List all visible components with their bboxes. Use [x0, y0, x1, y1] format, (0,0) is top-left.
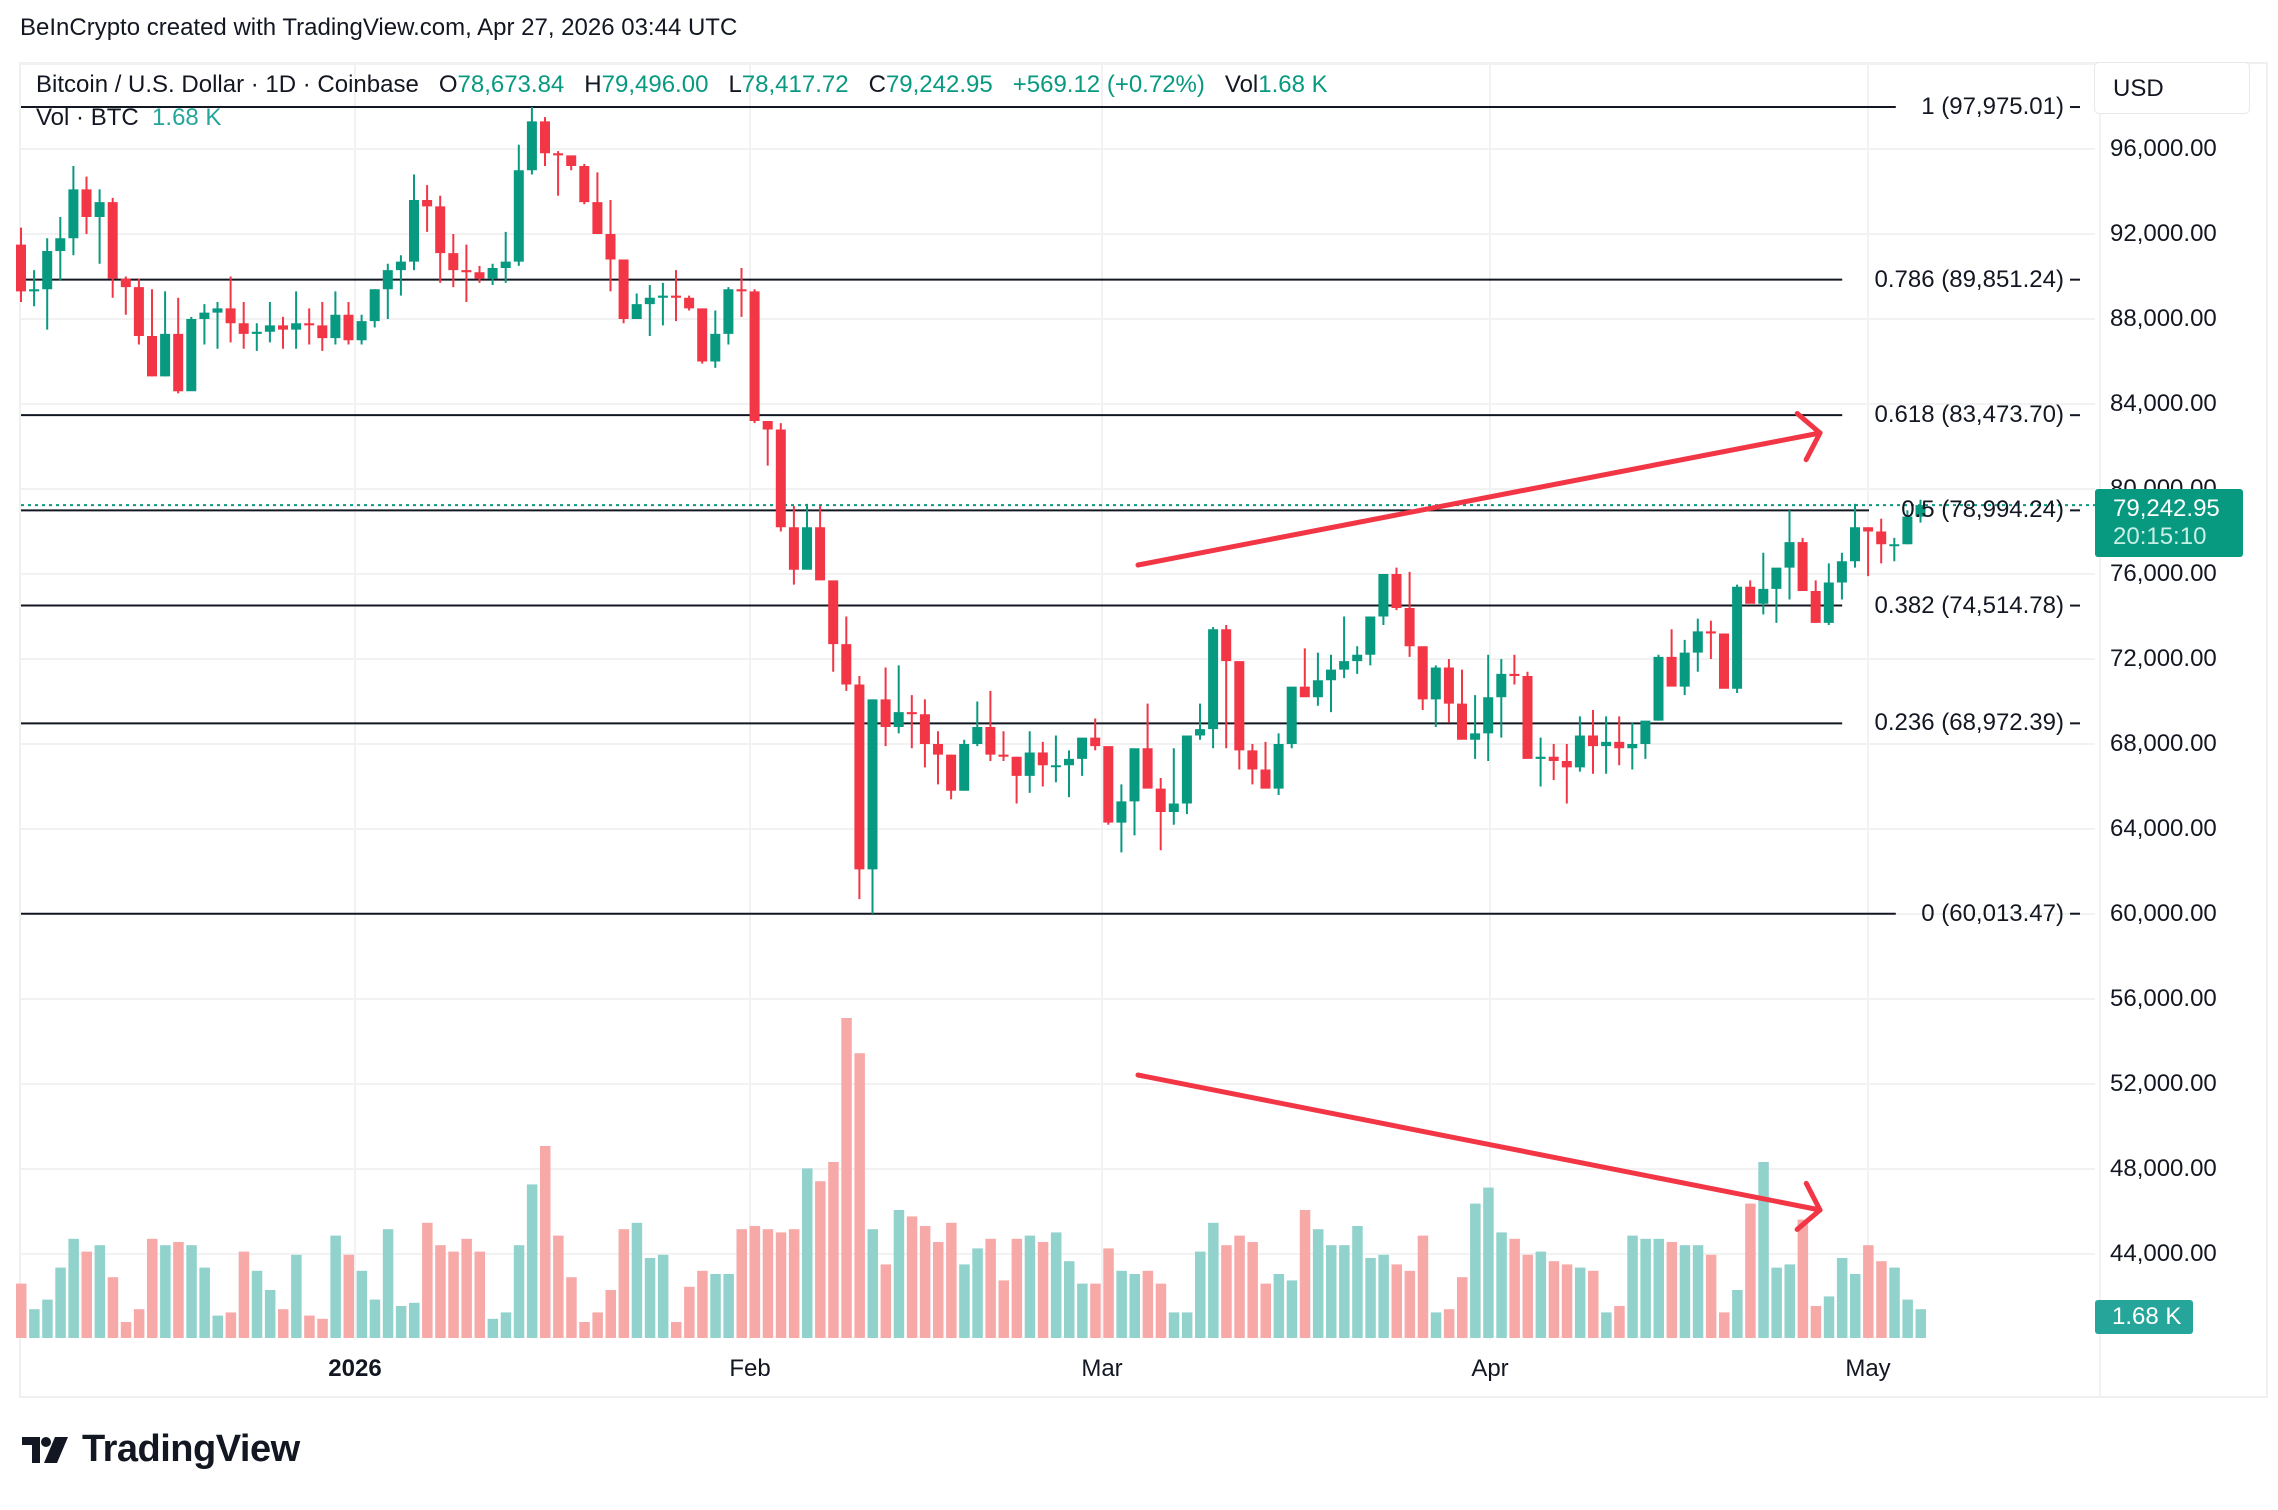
attribution-text: BeInCrypto created with TradingView.com,…: [20, 14, 738, 41]
currency-button[interactable]: USD: [2094, 62, 2250, 114]
last-price-badge: 79,242.95 20:15:10: [2095, 489, 2243, 557]
grid-lines: [21, 63, 2101, 1396]
last-price-value: 79,242.95: [2113, 495, 2220, 522]
price-tick: 92,000.00: [2110, 220, 2217, 247]
time-tick: May: [1845, 1355, 1891, 1382]
fib-level-label: 0 (60,013.47): [1921, 899, 2064, 927]
time-tick: Apr: [1471, 1355, 1509, 1382]
close-value: 79,242.95: [885, 71, 993, 98]
tradingview-logo[interactable]: TradingView: [22, 1428, 300, 1471]
symbol-legend: Bitcoin / U.S. Dollar · 1D · Coinbase O7…: [36, 71, 1328, 98]
open-value: 78,673.84: [457, 71, 565, 98]
change-value: +569.12 (+0.72%): [1012, 71, 1205, 98]
fib-level-label: 0.618 (83,473.70): [1874, 401, 2064, 429]
price-tick: 56,000.00: [2110, 985, 2217, 1012]
low-value: 78,417.72: [741, 71, 849, 98]
volume-legend: Vol · BTC 1.68 K: [36, 104, 221, 132]
fib-level-label: 0.382 (74,514.78): [1874, 591, 2064, 619]
fib-level-label: 0.5 (78,994.24): [1901, 496, 2064, 524]
volume-legend-label: Vol · BTC: [36, 104, 139, 131]
volume-value: 1.68 K: [1258, 71, 1328, 98]
price-tick: 60,000.00: [2110, 900, 2217, 927]
bar-countdown: 20:15:10: [2113, 523, 2207, 550]
price-tick: 44,000.00: [2110, 1240, 2217, 1267]
fib-level-label: 0.236 (68,972.39): [1874, 709, 2064, 737]
fib-level-label: 0.786 (89,851.24): [1874, 265, 2064, 293]
tradingview-logo-icon: [22, 1436, 68, 1463]
price-tick: 84,000.00: [2110, 390, 2217, 417]
price-tick: 52,000.00: [2110, 1070, 2217, 1097]
volume-legend-value: 1.68 K: [152, 104, 222, 131]
volume-badge: 1.68 K: [2095, 1300, 2193, 1334]
price-tick: 88,000.00: [2110, 305, 2217, 332]
price-tick: 72,000.00: [2110, 645, 2217, 672]
price-tick: 68,000.00: [2110, 730, 2217, 757]
fibonacci-retracement: [21, 106, 2095, 915]
time-tick: 2026: [328, 1355, 382, 1382]
time-tick: Feb: [729, 1355, 771, 1382]
price-tick: 48,000.00: [2110, 1155, 2217, 1182]
price-tick: 96,000.00: [2110, 135, 2217, 162]
brand-name: TradingView: [82, 1428, 300, 1470]
price-tick: 64,000.00: [2110, 815, 2217, 842]
symbol-name: Bitcoin / U.S. Dollar · 1D · Coinbase: [36, 71, 419, 98]
volume-bars: [16, 1018, 1926, 1338]
trend-arrows: [1135, 410, 1823, 1232]
fib-level-label: 1 (97,975.01): [1921, 93, 2064, 121]
candlesticks: [16, 107, 1926, 914]
price-tick: 76,000.00: [2110, 560, 2217, 587]
high-value: 79,496.00: [601, 71, 709, 98]
time-tick: Mar: [1081, 1355, 1123, 1382]
